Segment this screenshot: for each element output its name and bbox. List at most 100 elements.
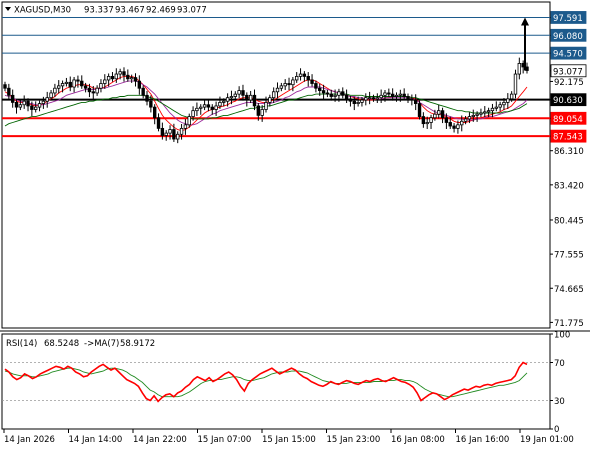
horizontal-levels [2,16,550,138]
candle-body [91,91,95,94]
rsi-tick-label: 30 [554,397,565,407]
time-tick-label: 15 Jan 15:00 [262,435,316,445]
candle-body [49,92,53,99]
candle-body [367,97,372,100]
candle-body [22,100,26,106]
candle-body [375,97,380,100]
rsi-lines [4,361,528,403]
price-label: 87.543 [553,133,583,143]
candle-body [517,63,522,75]
rsi-line [4,361,528,403]
candle-body [337,91,341,96]
candle-body [287,83,291,86]
candle-body [314,83,318,89]
candle-body [490,107,495,112]
rsi-tick-label: 100 [554,331,570,341]
price-label: 93.077 [553,67,583,77]
candle-body [72,79,76,88]
candle-body [80,80,84,87]
candle-body [341,91,345,96]
candle-body [37,103,42,108]
rsi-ma-line [4,367,528,398]
candle-body [352,100,356,104]
price-tick-label: 92.175 [554,78,584,88]
candle-body [513,73,518,95]
price-tick-label: 77.555 [554,251,584,261]
candle-body [30,105,34,110]
candle-body [333,94,337,97]
candle-body [156,117,161,129]
candle-body [179,127,184,135]
candle-body [494,106,498,109]
candle-body [398,93,403,96]
time-tick-label: 14 Jan 2026 [4,435,55,445]
candle-body [199,106,203,109]
candle-body [475,113,479,116]
candle-body [410,98,414,101]
candle-body [149,100,153,108]
candle-body [10,94,15,103]
candle-body [99,83,103,89]
candle-body [479,112,483,115]
price-label-box [550,129,587,143]
candle-body [122,71,126,76]
price-tick-label: 80.445 [554,216,584,226]
price-tick-label: 83.420 [554,181,584,191]
rsi-header: RSI(14) 68.5248 ->MA(7) 58.9172 [6,339,155,349]
candle-body [225,97,230,102]
candle-body [394,94,399,97]
candle-body [45,97,49,102]
price-tick-label: 71.775 [554,319,584,329]
candle-body [106,76,111,81]
candle-body [87,87,92,93]
candle-body [64,81,69,84]
candle-body [302,73,307,77]
candle-body [14,101,19,108]
candle-body [268,97,272,103]
candle-body [463,118,468,122]
rsi-ma-label: ->MA(7) [84,339,119,349]
candle-body [3,84,7,89]
candle-body [429,117,433,123]
time-tick-label: 19 Jan 01:00 [520,435,574,445]
candle-body [283,83,287,87]
candle-body [298,73,303,77]
price-label: 94.570 [553,50,583,60]
candle-body [145,94,149,102]
time-tick-label: 14 Jan 14:00 [69,435,123,445]
time-tick-label: 16 Jan 08:00 [391,435,445,445]
candle-body [191,110,195,117]
main-pane [1,1,551,329]
candle-body [229,96,234,99]
candle-body [344,94,349,100]
close-value: 93.077 [177,6,207,16]
candle-body [448,122,452,127]
chart-header: XAGUSD,M30 93.337 93.467 92.469 93.077 [5,6,207,16]
candle-body [187,116,191,126]
candle-body [129,77,134,80]
rsi-tick-label: 0 [554,425,559,435]
candle-body [467,116,472,120]
candle-body [437,110,441,115]
candle-body [141,87,145,96]
candle-body [57,85,61,89]
candle-body [172,129,176,140]
candle-body [256,105,261,116]
price-label: 96.080 [553,32,583,42]
price-label-box [550,46,587,60]
candle-body [291,79,295,86]
candle-body [260,109,264,116]
candle-body [83,85,88,89]
candle-body [7,87,11,96]
time-tick-label: 16 Jan 16:00 [456,435,510,445]
candle-body [452,125,456,129]
candles [3,57,529,144]
time-tick-label: 15 Jan 07:00 [198,435,252,445]
candle-body [126,74,130,80]
candle-body [483,111,487,114]
candle-body [168,129,172,134]
collapse-triangle-icon[interactable] [5,7,11,11]
candle-body [364,97,368,101]
candle-body [18,104,23,108]
